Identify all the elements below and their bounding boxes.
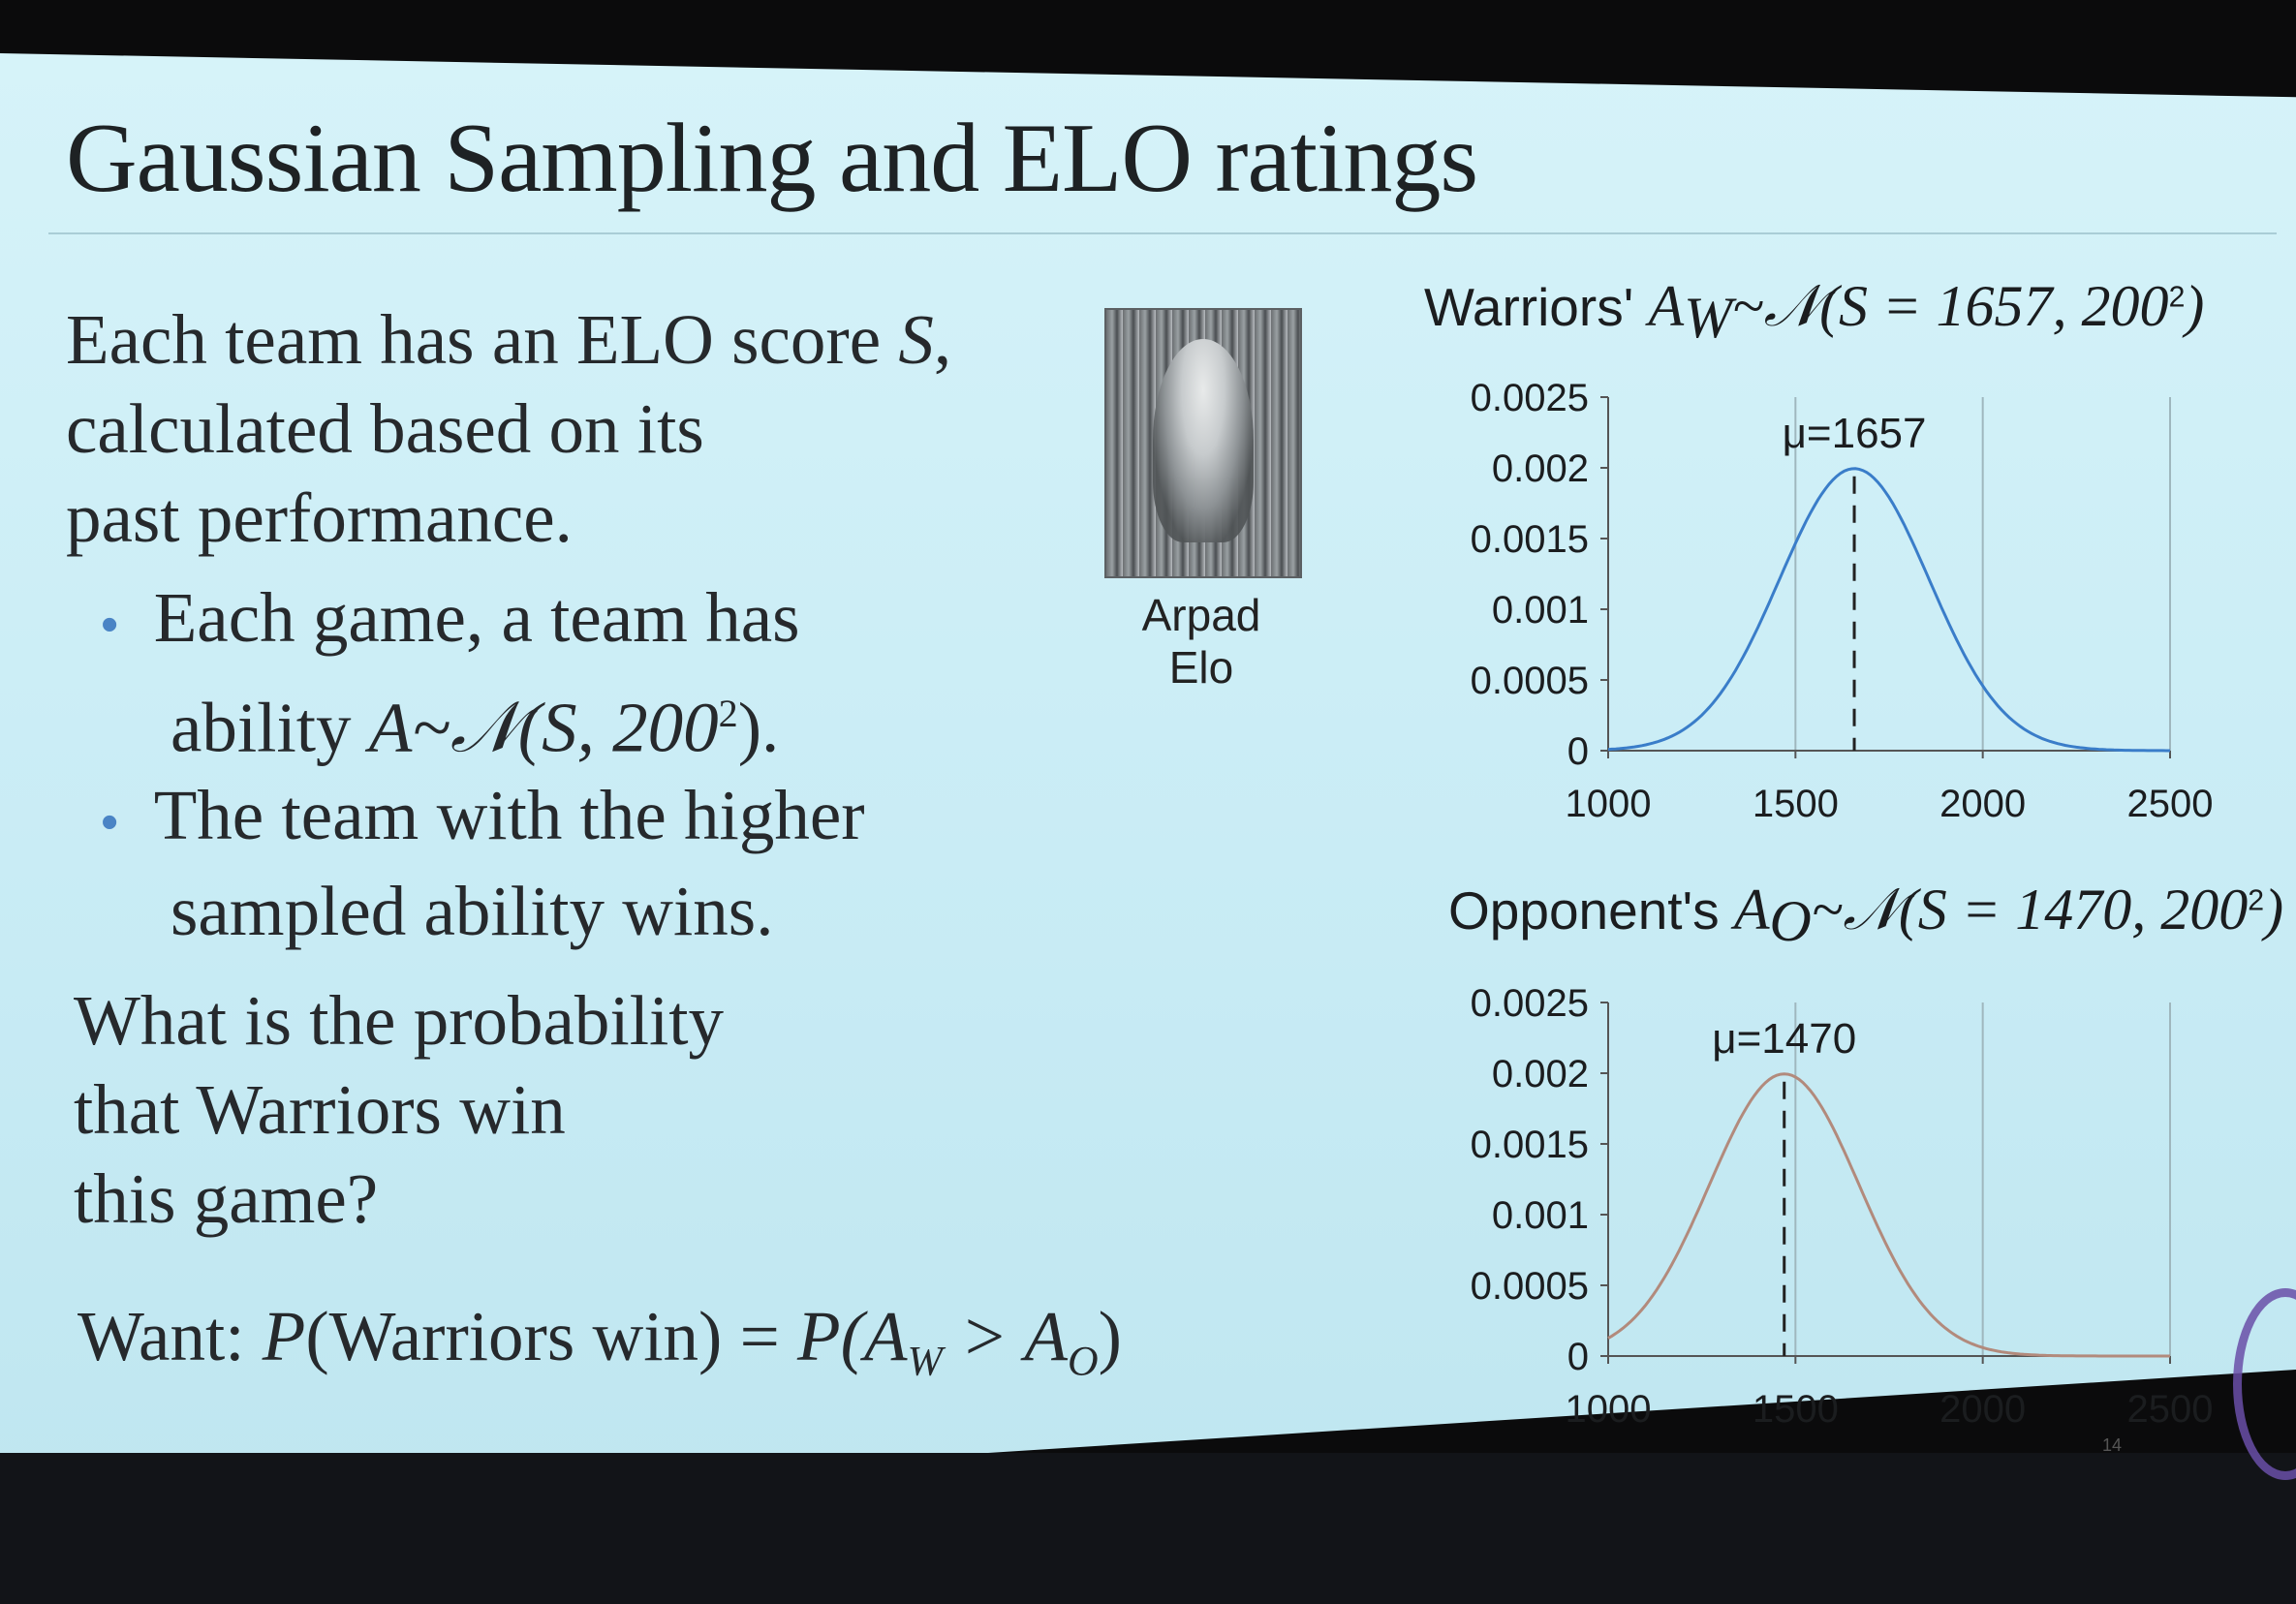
y-tick-label: 0.0015 (1471, 518, 1589, 561)
y-tick-label: 0.002 (1492, 447, 1589, 490)
question-paragraph: What is the probability that Warriors wi… (74, 981, 725, 1238)
y-tick-label: 0.001 (1492, 589, 1589, 632)
y-tick-label: 0.0005 (1471, 1265, 1589, 1308)
intro-paragraph: Each team has an ELO score S, calculated… (66, 295, 951, 563)
intro-line-2: calculated based on its (66, 389, 704, 468)
x-tick-label: 1000 (1566, 783, 1652, 825)
intro-line-3: past performance. (66, 478, 573, 557)
x-tick-label: 2000 (1939, 783, 2026, 825)
mean-annotation: μ=1470 (1712, 1015, 1856, 1063)
y-tick-label: 0.001 (1492, 1194, 1589, 1237)
stage-shadow (0, 1453, 2296, 1604)
chart-warriors-title: Warriors' AW~𝒩(S = 1657, 2002) (1424, 274, 2205, 350)
y-tick-label: 0.0025 (1471, 377, 1589, 419)
y-tick-label: 0.0005 (1471, 660, 1589, 702)
portrait-caption: Arpad Elo (1141, 590, 1261, 693)
title-divider (48, 232, 2277, 234)
slide-title: Gaussian Sampling and ELO ratings (66, 104, 1478, 213)
y-tick-label: 0.0015 (1471, 1124, 1589, 1166)
x-tick-label: 1500 (1753, 783, 1839, 825)
y-tick-label: 0.0025 (1471, 982, 1589, 1025)
bullet-ability: • Each game, a team has ability A~𝒩(S, 2… (101, 578, 800, 767)
bullet-dot: • (101, 794, 119, 850)
bullet-higher-wins: • The team with the higher sampled abili… (101, 776, 865, 950)
mean-annotation: μ=1657 (1783, 410, 1927, 457)
x-tick-label: 2000 (1939, 1388, 2026, 1431)
slide-background (0, 53, 2296, 1516)
density-curve (1607, 467, 2170, 753)
bullet-dot: • (101, 597, 119, 653)
y-tick-label: 0.002 (1492, 1053, 1589, 1095)
chart-warriors: 0 0.0005 0.001 0.0015 0.002 0.0025 1000 1500 200… (1471, 377, 2214, 825)
want-equation: Want: P(Warriors win) = P(AW > AO) (78, 1297, 1122, 1385)
page-number: 14 (2102, 1435, 2123, 1455)
x-tick-label: 2500 (2127, 783, 2214, 825)
arpad-elo-portrait (1104, 308, 1302, 578)
chart-opponent: 0 0.0005 0.001 0.0015 0.002 0.0025 1000 1500 200… (1471, 982, 2214, 1431)
x-tick-label: 2500 (2127, 1388, 2214, 1431)
x-tick-label: 1000 (1566, 1388, 1652, 1431)
y-tick-label: 0 (1567, 1336, 1589, 1378)
y-tick-label: 0 (1567, 730, 1589, 773)
portrait-figure (1153, 339, 1254, 542)
density-curve (1607, 1072, 2170, 1358)
x-tick-label: 1500 (1753, 1388, 1839, 1431)
intro-line-1: Each team has an ELO score S, (66, 300, 952, 379)
chart-opponent-title: Opponent's AO~𝒩(S = 1470, 2002) (1448, 878, 2284, 953)
